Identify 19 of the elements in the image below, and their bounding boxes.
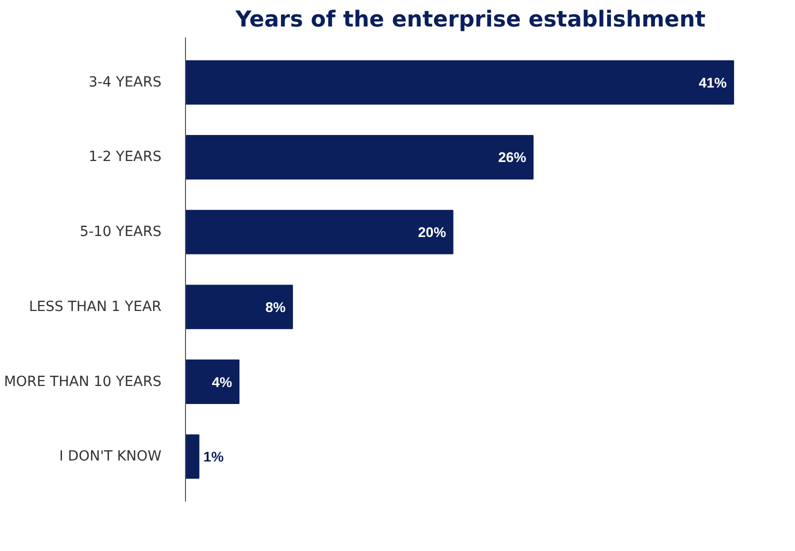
data-label: 26% <box>498 149 527 166</box>
bar <box>186 210 454 254</box>
y-tick-label: 5-10 YEARS <box>80 224 162 240</box>
bar <box>186 135 534 180</box>
y-tick-label: LESS THAN 1 YEAR <box>28 298 162 315</box>
y-tick-label: 3-4 YEARS <box>88 74 162 90</box>
bar <box>186 284 293 330</box>
data-label: 8% <box>265 298 286 315</box>
data-label: 41% <box>698 74 728 90</box>
data-label: 1% <box>203 448 224 465</box>
chart-title: Years of the enterprise establishment <box>234 8 706 32</box>
y-tick-label: I DON'T KNOW <box>59 448 162 465</box>
y-tick-label: 1-2 YEARS <box>88 149 162 166</box>
bar <box>186 360 240 404</box>
bar <box>186 60 734 105</box>
bar <box>186 434 200 479</box>
y-tick-label: MORE THAN 10 YEARS <box>4 374 162 390</box>
data-label: 20% <box>418 224 447 240</box>
data-label: 4% <box>212 374 233 390</box>
